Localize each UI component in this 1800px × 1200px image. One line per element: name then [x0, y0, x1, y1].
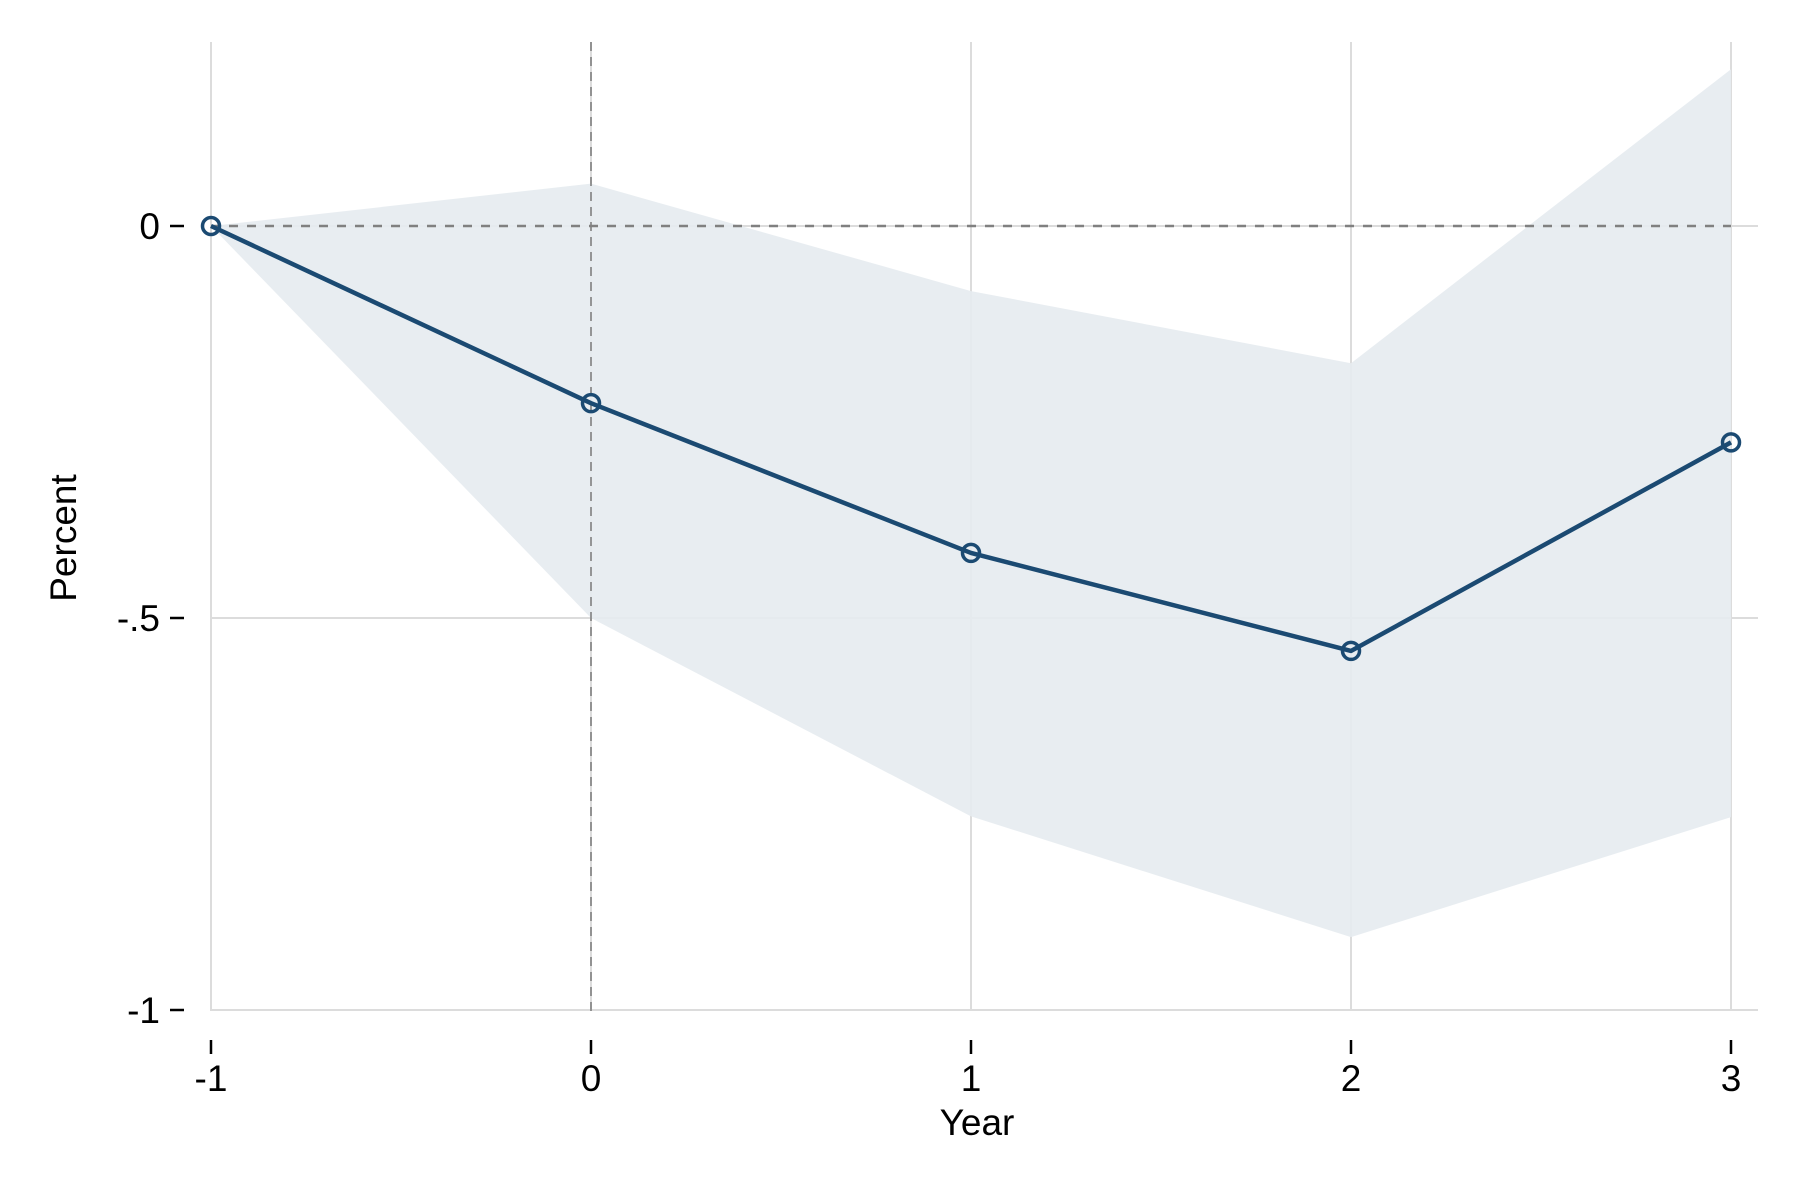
- data-point-marker: [200, 215, 222, 237]
- x-tick-label: 3: [1721, 1058, 1742, 1099]
- y-axis-label: Percent: [43, 474, 84, 602]
- reference-lines: [211, 42, 1731, 1011]
- y-tick-label: -1: [127, 990, 160, 1031]
- x-tick-label: 0: [581, 1058, 602, 1099]
- x-axis-label: Year: [940, 1102, 1015, 1143]
- y-tick-label: 0: [139, 206, 160, 247]
- estimate-line: [210, 223, 1733, 654]
- data-point-marker: [1720, 432, 1742, 453]
- data-point-marker: [580, 392, 602, 414]
- x-tick-label: 2: [1341, 1058, 1362, 1099]
- x-tick-label: -1: [195, 1058, 228, 1099]
- data-point-marker: [1340, 640, 1362, 662]
- estimate-markers: [200, 215, 1742, 662]
- x-axis: -1 0 1 2 3: [195, 1040, 1742, 1099]
- x-tick-label: 1: [961, 1058, 982, 1099]
- y-tick-label: -.5: [117, 598, 160, 639]
- data-point-marker: [960, 542, 982, 564]
- y-axis: 0 -.5 -1: [117, 206, 184, 1031]
